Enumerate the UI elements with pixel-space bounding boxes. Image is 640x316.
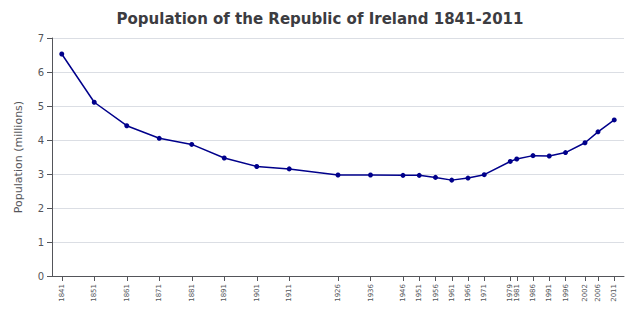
svg-text:0: 0 xyxy=(38,271,44,282)
svg-text:1951: 1951 xyxy=(415,284,423,302)
svg-text:1891: 1891 xyxy=(220,284,228,302)
svg-text:2002: 2002 xyxy=(581,284,589,302)
svg-text:2: 2 xyxy=(38,203,44,214)
svg-text:1: 1 xyxy=(38,237,44,248)
svg-text:1871: 1871 xyxy=(155,284,163,302)
svg-text:Population of the Republic of: Population of the Republic of Ireland 18… xyxy=(117,10,524,28)
svg-text:1946: 1946 xyxy=(399,283,407,301)
svg-text:1901: 1901 xyxy=(253,284,261,302)
svg-text:1841: 1841 xyxy=(58,284,66,302)
svg-text:1851: 1851 xyxy=(90,284,98,302)
svg-text:2006: 2006 xyxy=(594,283,602,301)
svg-text:1956: 1956 xyxy=(432,283,440,301)
svg-text:1926: 1926 xyxy=(334,283,342,301)
svg-text:1911: 1911 xyxy=(285,284,293,302)
svg-text:1936: 1936 xyxy=(367,283,375,301)
svg-text:3: 3 xyxy=(38,169,44,180)
svg-text:1881: 1881 xyxy=(188,284,196,302)
svg-text:6: 6 xyxy=(38,67,44,78)
svg-text:1971: 1971 xyxy=(480,284,488,302)
svg-text:1861: 1861 xyxy=(123,284,131,302)
svg-text:1991: 1991 xyxy=(545,284,553,302)
svg-text:1979: 1979 xyxy=(506,284,515,302)
svg-text:2011: 2011 xyxy=(610,284,618,302)
svg-text:1961: 1961 xyxy=(448,284,456,302)
svg-text:1996: 1996 xyxy=(562,283,570,301)
svg-text:Population (millions): Population (millions) xyxy=(12,101,25,213)
svg-text:4: 4 xyxy=(38,135,44,146)
svg-text:1966: 1966 xyxy=(464,283,472,301)
svg-text:1981: 1981 xyxy=(513,284,521,302)
svg-text:5: 5 xyxy=(38,101,44,112)
svg-text:1986: 1986 xyxy=(529,283,537,301)
svg-text:7: 7 xyxy=(38,33,44,44)
